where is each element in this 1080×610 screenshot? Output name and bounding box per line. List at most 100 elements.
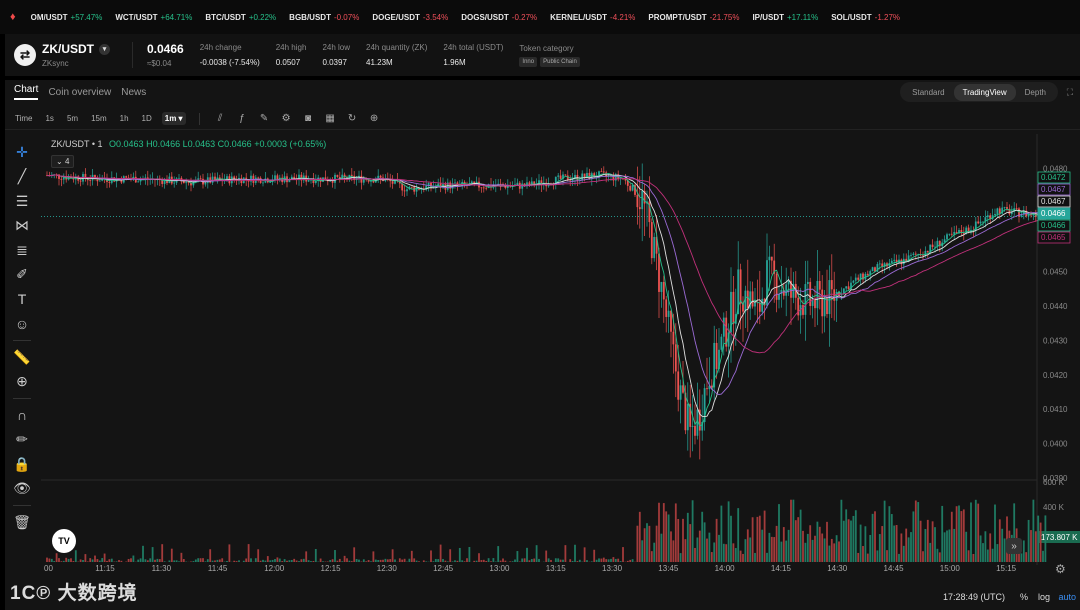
tab-news[interactable]: News [121, 86, 147, 98]
volume-bar [730, 515, 732, 562]
candle-body [701, 422, 704, 431]
reset-icon[interactable]: ↻ [347, 113, 357, 124]
stat-label: 24h total (USDT) [443, 43, 504, 52]
price-label-value: 0.0466 [1041, 209, 1066, 218]
volume-bar [190, 561, 192, 562]
price-tick-label: 0.0450 [1043, 268, 1068, 277]
pattern-icon[interactable]: ⋈ [15, 217, 29, 234]
candle-body [835, 291, 838, 301]
pencil-lock-icon[interactable]: ✏ [16, 431, 28, 448]
camera-icon[interactable]: ◙ [305, 113, 312, 124]
volume-bar [504, 560, 507, 562]
volume-bar [684, 539, 687, 562]
lock-icon[interactable]: 🔒 [13, 455, 31, 472]
volume-bar [718, 534, 720, 562]
token-tag[interactable]: Public Chain [540, 56, 580, 67]
eye-icon[interactable]: 👁 [13, 480, 31, 497]
chart-settings-icon[interactable]: ⚙ [1055, 562, 1066, 576]
function-icon[interactable]: ƒ [239, 113, 245, 124]
ticker-item[interactable]: IP/USDT +17.11% [752, 13, 818, 22]
candle-body [730, 291, 732, 333]
settings-icon[interactable]: ⚙ [281, 113, 291, 124]
interval-1[interactable]: 1s [45, 114, 54, 123]
ticker-item[interactable]: DOGE/USDT -3.54% [372, 13, 448, 22]
pair-name[interactable]: ZK/USDT [42, 42, 94, 56]
ticker-symbol: SOL/USDT [831, 12, 872, 22]
price-tick-label: 0.0430 [1043, 336, 1068, 345]
ticker-item[interactable]: WCT/USDT +64.71% [115, 13, 192, 22]
interval-3[interactable]: 15m [91, 114, 107, 123]
brush-tool-icon[interactable]: ✐ [16, 266, 28, 283]
view-mode-tradingview[interactable]: TradingView [953, 83, 1016, 101]
auto-scale-toggle[interactable]: auto [1058, 592, 1076, 602]
volume-bar [674, 503, 677, 562]
tab-chart[interactable]: Chart [14, 84, 39, 100]
volume-bar [578, 559, 581, 562]
ticker-change: -0.27% [511, 12, 538, 22]
chevron-down-icon[interactable]: ▾ [99, 43, 110, 55]
price-label-value: 0.0465 [1041, 233, 1066, 242]
magnet-icon[interactable]: ∩ [16, 407, 28, 424]
horizontal-lines-icon[interactable]: ☰ [15, 192, 29, 209]
percent-toggle[interactable]: % [1019, 592, 1028, 602]
text-tool-icon[interactable]: T [17, 291, 27, 308]
indicator-toggle[interactable]: ⌄ 4 [51, 155, 75, 168]
ticker-item[interactable]: KERNEL/USDT -4.21% [550, 13, 635, 22]
fib-icon[interactable]: ≣ [16, 241, 28, 258]
volume-bar [468, 547, 471, 562]
calendar-icon[interactable]: ▦ [325, 113, 335, 124]
fullscreen-icon[interactable]: ⛶ [1066, 87, 1073, 97]
trash-icon[interactable]: 🗑 [13, 513, 31, 530]
candle-body [806, 281, 809, 285]
log-toggle[interactable]: log [1037, 592, 1050, 602]
volume-last-badge [1038, 531, 1080, 543]
ticker-item[interactable]: OM/USDT +57.47% [31, 13, 103, 22]
candle-body [713, 342, 716, 388]
volume-bar [838, 541, 840, 562]
price-chart[interactable]: 0.04800.04700.04600.04500.04400.04300.04… [5, 80, 1080, 610]
candle-body [338, 176, 341, 179]
view-mode-depth[interactable]: Depth [1024, 87, 1046, 97]
view-mode-standard[interactable]: Standard [912, 87, 945, 97]
candle-body [773, 260, 776, 274]
interval-0[interactable]: Time [15, 114, 33, 123]
indicator-icon[interactable]: ⫽ [217, 113, 223, 124]
volume-bar [233, 560, 236, 562]
ticker-item[interactable]: SOL/USDT -1.27% [831, 13, 900, 22]
candle-body [562, 174, 564, 179]
candle-body [571, 179, 574, 181]
candle-body [876, 264, 879, 272]
chart-toolbar: Time 1s 5m 15m 1h 1D 1m ▾ ⫽ ƒ ✎ ⚙ ◙ ▦ ↻ ⊕ [5, 108, 1080, 130]
volume-bar [348, 560, 351, 562]
emoji-icon[interactable]: ☺ [14, 315, 30, 332]
volume-bar [422, 560, 425, 562]
interval-4[interactable]: 1h [119, 114, 129, 123]
volume-bar [391, 549, 394, 562]
zoom-in-icon[interactable]: ⊕ [16, 373, 28, 390]
interval-2[interactable]: 5m [66, 114, 79, 123]
candle-body [691, 425, 694, 427]
ruler-icon[interactable]: 📏 [13, 348, 31, 365]
candle-body [746, 290, 749, 309]
candle-body [314, 180, 317, 183]
volume-bar [530, 558, 533, 562]
token-tag[interactable]: Inno [519, 56, 538, 67]
tab-coin-overview[interactable]: Coin overview [48, 86, 112, 98]
candle-body [456, 182, 459, 186]
scroll-to-realtime-button[interactable]: » [1006, 538, 1022, 554]
ticker-item[interactable]: DOGS/USDT -0.27% [461, 13, 537, 22]
trend-line-icon[interactable]: ╱ [17, 168, 27, 185]
brush-icon[interactable]: ✎ [259, 113, 269, 124]
tradingview-logo-icon[interactable]: TV [52, 529, 76, 553]
ticker-item[interactable]: BTC/USDT +0.22% [205, 13, 276, 22]
add-icon[interactable]: ⊕ [369, 113, 379, 124]
time-tick-label: 12:30 [377, 564, 398, 573]
volume-bar [274, 559, 276, 562]
interval-6[interactable]: 1m ▾ [161, 112, 186, 125]
candle-body [559, 175, 562, 179]
ticker-item[interactable]: BGB/USDT -0.07% [289, 13, 359, 22]
crosshair-icon[interactable]: ✛ [16, 143, 28, 160]
ticker-item[interactable]: PROMPT/USDT -21.75% [648, 13, 739, 22]
volume-bar [144, 559, 147, 562]
interval-5[interactable]: 1D [141, 114, 152, 123]
